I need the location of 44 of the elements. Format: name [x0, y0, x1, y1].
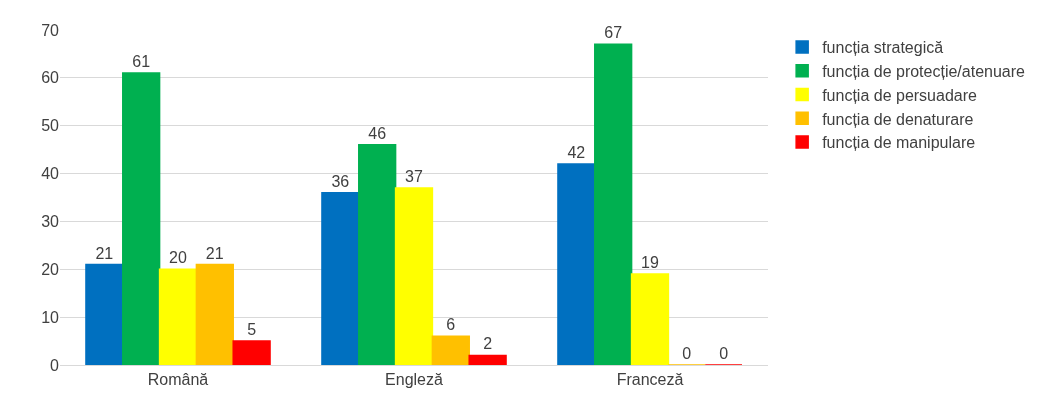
- legend-label: funcția de manipulare: [822, 134, 976, 152]
- data-label: 0: [682, 345, 692, 362]
- y-tick-label: 70: [41, 21, 60, 39]
- bar: [557, 163, 596, 365]
- x-tick-label: Engleză: [385, 371, 444, 389]
- y-tick-label: 30: [41, 213, 60, 231]
- legend-label: funcția strategică: [822, 39, 944, 57]
- y-tick-label: 10: [41, 308, 60, 326]
- y-tick-label: 20: [41, 260, 60, 278]
- bar: [358, 144, 397, 365]
- bar: [594, 43, 633, 365]
- data-label: 5: [247, 321, 257, 339]
- data-label: 2: [483, 335, 493, 353]
- bar: [158, 268, 198, 365]
- bar: [394, 187, 434, 365]
- y-tick-label: 0: [50, 356, 60, 374]
- data-label: 36: [331, 172, 350, 190]
- data-label: 21: [205, 244, 224, 262]
- y-tick-label: 50: [41, 117, 60, 135]
- legend-label: funcția de denaturare: [822, 110, 974, 128]
- x-tick-label: Franceză: [616, 371, 684, 389]
- data-label: 67: [604, 24, 623, 42]
- bar: [630, 273, 670, 365]
- bar: [232, 340, 271, 365]
- bar: [195, 263, 234, 365]
- data-label: 37: [405, 167, 423, 185]
- data-label: 46: [368, 124, 387, 142]
- data-label: 19: [641, 254, 659, 272]
- data-label: 6: [446, 316, 456, 334]
- x-tick-label: Română: [147, 371, 209, 389]
- data-label: 20: [169, 249, 187, 267]
- legend-label: funcția de persuadare: [822, 86, 978, 104]
- bar: [468, 354, 507, 365]
- y-tick-label: 60: [41, 69, 60, 87]
- y-tick-label: 40: [41, 165, 60, 183]
- bar: [431, 335, 470, 365]
- data-label: 42: [567, 144, 586, 161]
- legend-label: funcția de protecție/atenuare: [822, 62, 1026, 80]
- data-label: 61: [132, 53, 151, 71]
- bar: [85, 263, 124, 365]
- bar: [321, 191, 360, 365]
- bar: [122, 72, 161, 365]
- data-label: 21: [95, 244, 114, 262]
- data-label: 0: [719, 345, 729, 362]
